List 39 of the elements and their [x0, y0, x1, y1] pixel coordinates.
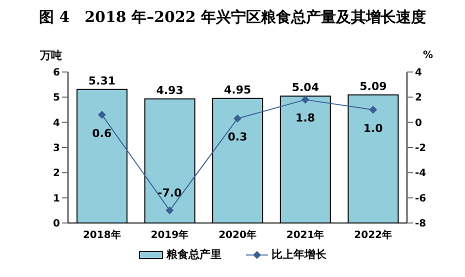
- y-tick-label: 6: [53, 68, 60, 79]
- x-tick-label: 2021年: [286, 229, 324, 242]
- data-label: 5.09: [360, 80, 387, 93]
- y-tick-label: 5: [53, 92, 60, 104]
- data-label: -7.0: [158, 186, 182, 200]
- data-label: 1.8: [296, 112, 316, 125]
- point: [166, 206, 174, 214]
- chart-title: 图 4 2018 年–2022 年兴宁区粮食总产量及其增长速度: [38, 8, 428, 28]
- point: [234, 114, 242, 123]
- y-tick-label: 2: [53, 168, 60, 180]
- legend-label: 粮食总产里: [166, 247, 222, 262]
- data-label: 1.0: [363, 122, 384, 135]
- y2-tick-label: -4: [415, 168, 426, 180]
- x-tick-label: 2019年: [150, 229, 189, 242]
- data-label: 0.6: [92, 126, 112, 140]
- y2-tick-label: -2: [415, 143, 426, 154]
- y-tick-label: 1: [53, 193, 60, 204]
- y2-tick-label: -8: [415, 218, 426, 230]
- y2-tick-label: 0: [415, 118, 422, 129]
- x-tick-label: 2020年: [218, 229, 256, 242]
- y-tick-label: 4: [53, 118, 60, 129]
- y2-axis-title: %: [423, 50, 434, 61]
- y2-tick-label: 2: [415, 92, 422, 104]
- data-label: 4.95: [224, 83, 252, 96]
- data-label: 0.3: [228, 130, 248, 144]
- y-tick-label: 3: [53, 143, 60, 154]
- data-label: 5.04: [292, 81, 320, 94]
- y2-tick-label: -6: [415, 193, 426, 204]
- y2-tick-label: 4: [415, 68, 422, 79]
- y-axis-title: 万吨: [40, 48, 62, 63]
- data-label: 5.31: [88, 74, 116, 88]
- y-tick-label: 0: [53, 218, 60, 230]
- data-label: 4.93: [156, 84, 184, 97]
- point: [301, 96, 310, 104]
- legend-label: 比上年增长: [272, 247, 326, 262]
- x-tick-label: 2022年: [354, 229, 392, 242]
- point: [98, 110, 106, 119]
- point: [369, 106, 378, 114]
- x-tick-label: 2018年: [82, 229, 121, 242]
